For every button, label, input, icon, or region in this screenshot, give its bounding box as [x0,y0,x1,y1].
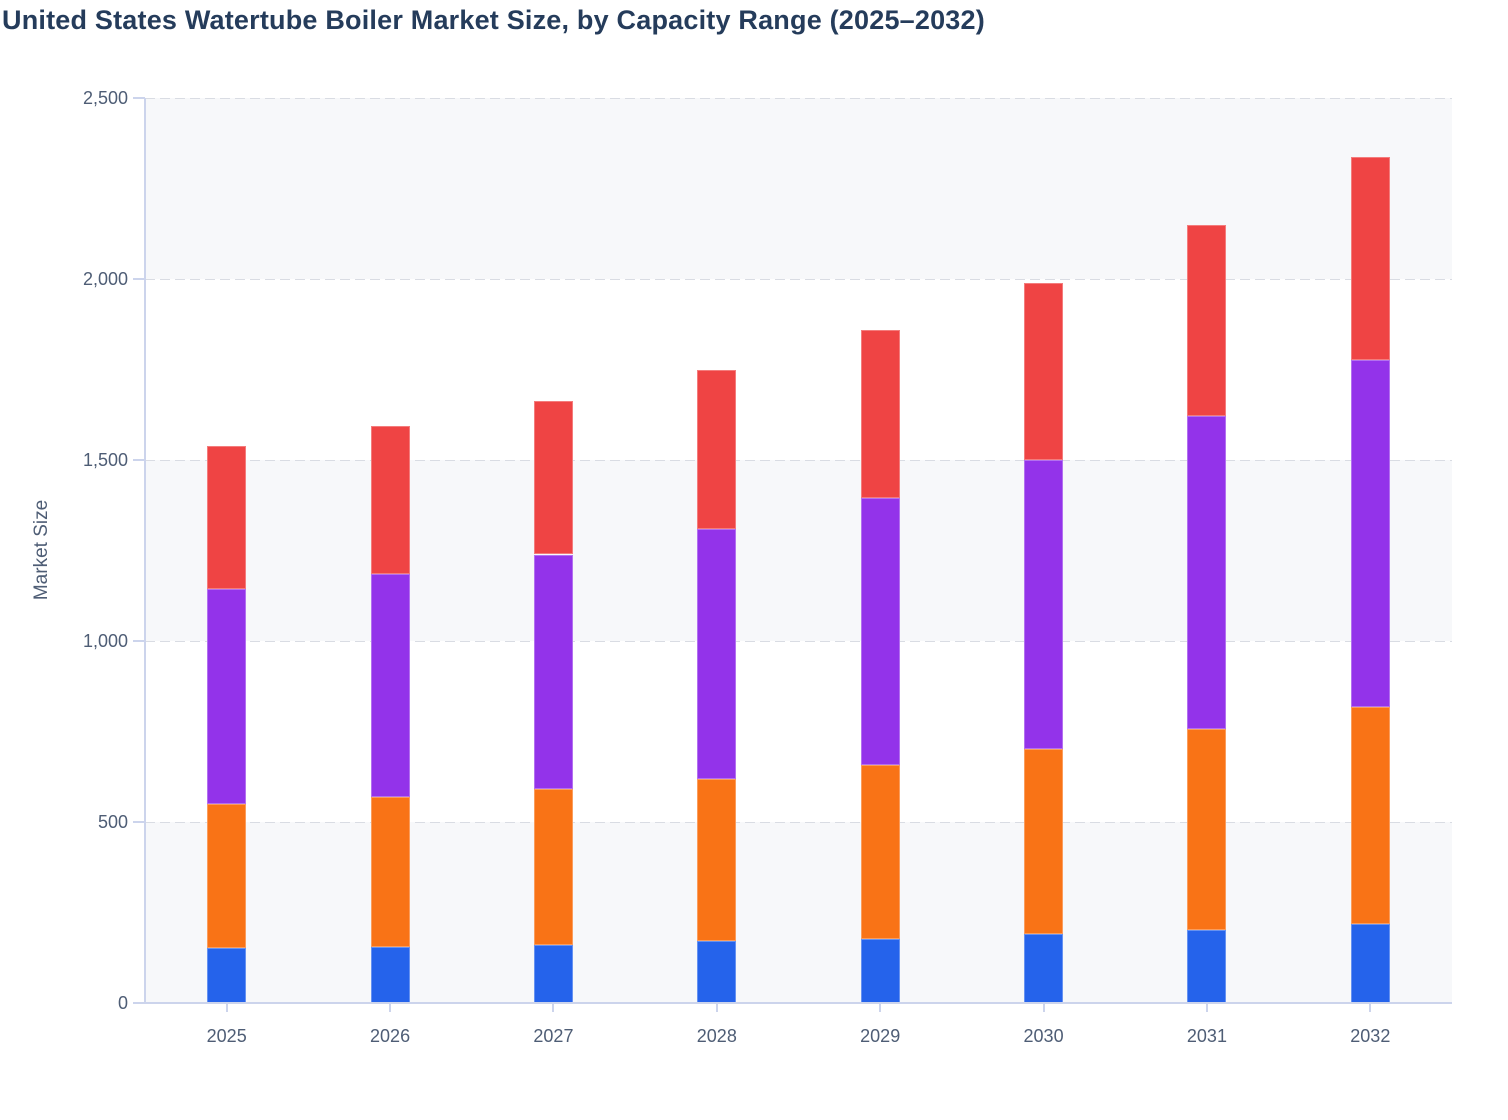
x-tick-label: 2029 [860,1026,901,1046]
x-axis-line [133,1002,1452,1004]
y-tick-label: 1,000 [82,631,128,651]
bar-2032-segment-1-blue[interactable] [1350,924,1390,1003]
y-tick [133,821,145,823]
bar-2028-segment-2-orange[interactable] [697,778,737,942]
x-tick [1369,1003,1372,1012]
x-tick-label: 2030 [1023,1026,1064,1046]
bar-2025-segment-4-red[interactable] [207,445,247,589]
bar-2025-segment-1-blue[interactable] [207,947,247,1003]
bar-2029-segment-3-purple[interactable] [860,498,900,766]
y-axis-line [144,98,146,1004]
bar-2027-segment-3-purple[interactable] [533,554,573,790]
x-tick [715,1003,718,1012]
bar-2026-segment-4-red[interactable] [370,425,410,575]
bar-2032-segment-3-purple[interactable] [1350,360,1390,707]
bar-2032-segment-2-orange[interactable] [1350,706,1390,925]
y-tick-label: 1,500 [82,450,128,470]
x-tick [552,1003,555,1012]
y-tick [133,640,145,642]
x-tick-label: 2025 [206,1026,247,1046]
bar-2030-segment-3-purple[interactable] [1024,460,1064,749]
x-tick-label: 2028 [696,1026,737,1046]
y-tick [133,459,145,461]
y-tick-label: 2,000 [82,269,128,289]
x-tick [225,1003,228,1012]
plot-band [145,822,1452,1003]
bar-2028-segment-1-blue[interactable] [697,941,737,1003]
x-tick-label: 2031 [1186,1026,1227,1046]
plot-band [145,98,1452,279]
bar-2032-segment-4-red[interactable] [1350,156,1390,361]
x-tick-label: 2032 [1350,1026,1391,1046]
y-tick [133,97,145,99]
gridline [145,641,1452,642]
gridline [145,279,1452,280]
bar-2030-segment-1-blue[interactable] [1024,934,1064,1003]
y-tick-label: 0 [117,993,128,1013]
y-tick [133,1002,145,1004]
x-tick [1042,1003,1045,1012]
x-tick-label: 2027 [533,1026,574,1046]
chart-title: United States Watertube Boiler Market Si… [2,5,985,35]
x-tick [389,1003,392,1012]
bar-2027-segment-1-blue[interactable] [533,944,573,1003]
plot-band [145,460,1452,641]
y-axis-title: Market Size [31,499,52,601]
gridline [145,822,1452,823]
bar-2031-segment-3-purple[interactable] [1187,415,1227,730]
gridline [145,98,1452,99]
bar-2026-segment-2-orange[interactable] [370,797,410,947]
bar-2025-segment-2-orange[interactable] [207,803,247,948]
bar-2029-segment-4-red[interactable] [860,330,900,499]
plot-area [145,98,1452,1003]
bar-2028-segment-4-red[interactable] [697,369,737,529]
bar-2030-segment-2-orange[interactable] [1024,748,1064,935]
x-tick [879,1003,882,1012]
bar-2025-segment-3-purple[interactable] [207,588,247,804]
gridline [145,460,1452,461]
bar-2028-segment-3-purple[interactable] [697,528,737,779]
y-tick-label: 2,500 [82,88,128,108]
bar-2027-segment-4-red[interactable] [533,401,573,555]
bar-2031-segment-1-blue[interactable] [1187,929,1227,1003]
bar-2027-segment-2-orange[interactable] [533,789,573,945]
bar-2031-segment-4-red[interactable] [1187,225,1227,416]
x-tick-label: 2026 [370,1026,411,1046]
x-tick [1205,1003,1208,1012]
y-tick [133,278,145,280]
bar-2031-segment-2-orange[interactable] [1187,729,1227,930]
bar-2026-segment-1-blue[interactable] [370,946,410,1003]
bar-2029-segment-1-blue[interactable] [860,938,900,1003]
bar-2030-segment-4-red[interactable] [1024,282,1064,460]
bar-2029-segment-2-orange[interactable] [860,765,900,939]
y-tick-label: 500 [97,812,128,832]
bar-2026-segment-3-purple[interactable] [370,574,410,798]
